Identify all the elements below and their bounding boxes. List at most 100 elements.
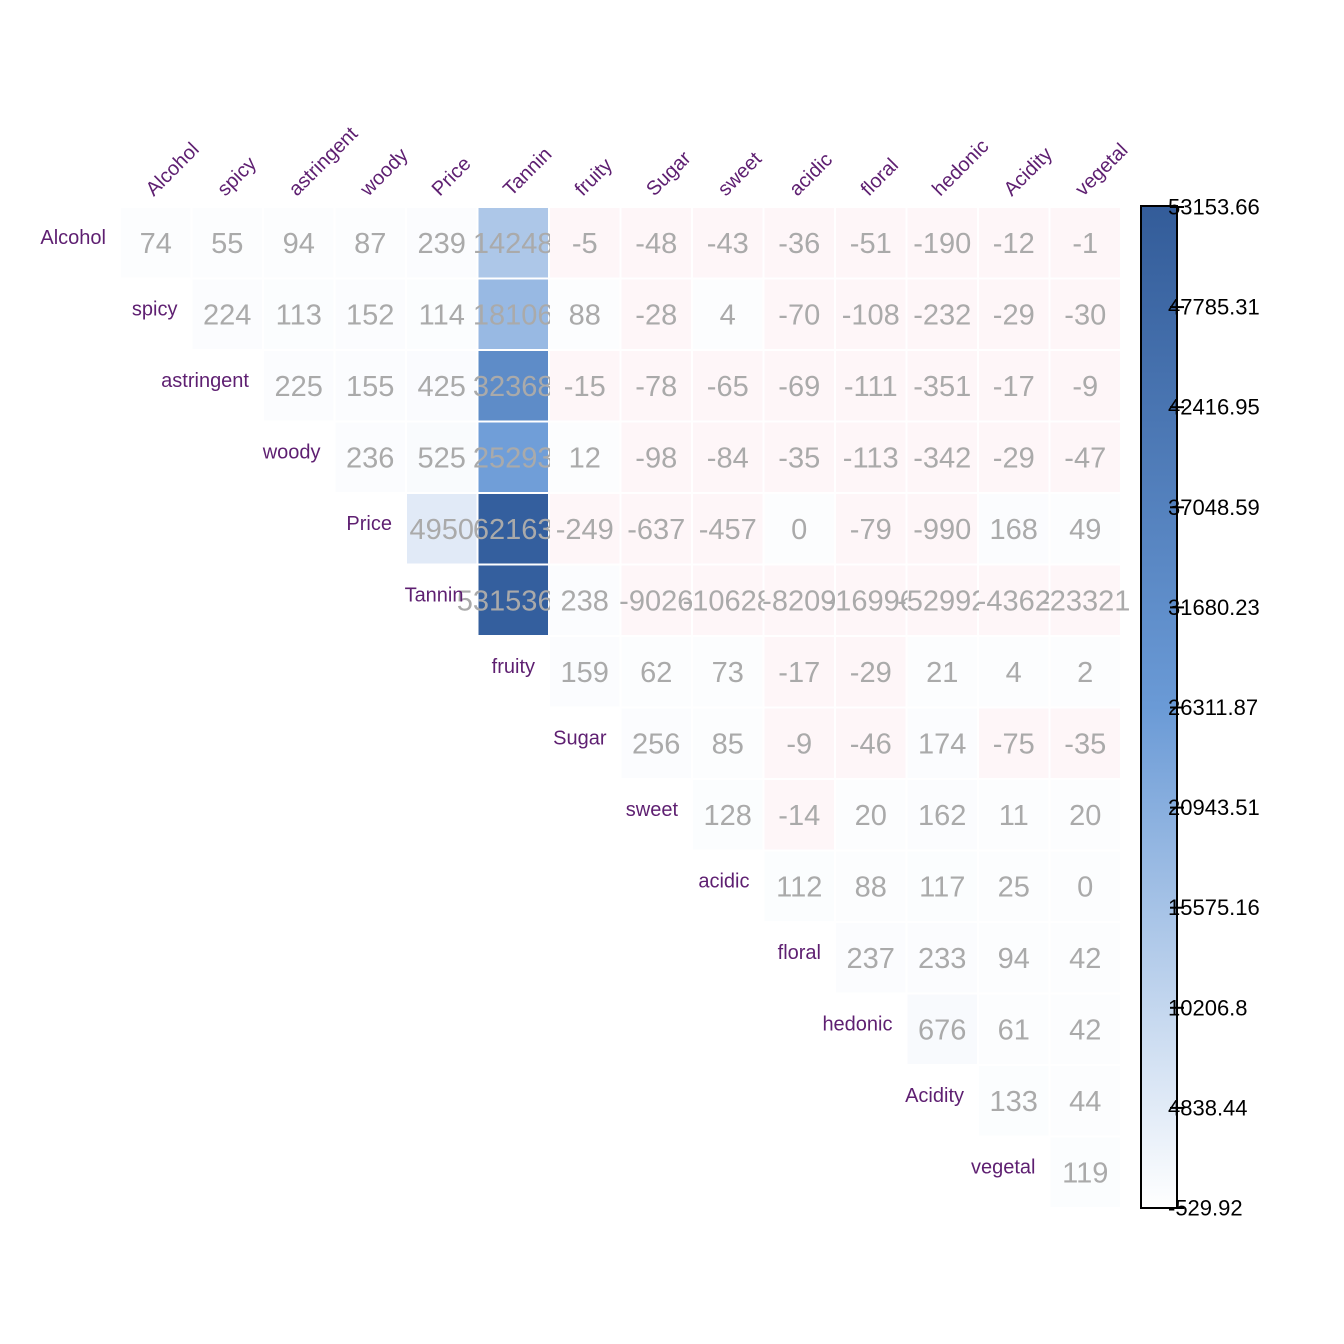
heatmap-cell — [907, 565, 977, 635]
cell-value: 14248 — [473, 228, 554, 260]
heatmap-cell — [836, 851, 906, 921]
heatmap-cell — [1050, 994, 1120, 1064]
cell-value: -111 — [844, 371, 898, 403]
heatmap-cell — [1050, 923, 1120, 993]
heatmap-cell — [407, 208, 477, 278]
cell-value: 676 — [918, 1014, 966, 1046]
heatmap-cell — [836, 637, 906, 707]
row-labels: Alcohol spicy astringent woody Price Tannin fr… — [40, 227, 1035, 1179]
cell-value: 25293 — [473, 442, 554, 474]
cell-value: -43 — [707, 228, 749, 260]
cell-value: 0 — [791, 514, 807, 546]
cell-value: 237 — [847, 943, 895, 975]
cell-value: 159 — [561, 657, 609, 689]
heatmap-cell — [1050, 494, 1120, 564]
heatmap-cell — [979, 422, 1049, 492]
cell-value: 12 — [569, 442, 601, 474]
column-label: Price — [428, 153, 476, 201]
cell-value: 162 — [918, 800, 966, 832]
row-label: Alcohol — [40, 227, 106, 249]
heatmap-cell — [979, 565, 1049, 635]
cell-value: -637 — [627, 514, 685, 546]
row-label: vegetal — [971, 1156, 1036, 1178]
heatmap-cell — [836, 565, 906, 635]
cell-value: 2 — [1077, 657, 1093, 689]
heatmap-cell — [979, 994, 1049, 1064]
heatmap-cell — [693, 351, 763, 421]
heatmap-cell — [907, 923, 977, 993]
heatmap-cell — [693, 780, 763, 850]
cell-value: 42 — [1069, 943, 1101, 975]
cell-value: 18106 — [473, 299, 554, 331]
heatmap-cell — [335, 351, 405, 421]
heatmap-cell — [264, 279, 334, 349]
cell-value: 25 — [998, 871, 1030, 903]
cell-value: 113 — [276, 299, 322, 331]
cell-value: 168 — [990, 514, 1038, 546]
cell-value: -9 — [1072, 371, 1098, 403]
cell-value: -17 — [778, 657, 820, 689]
cell-value: 112 — [776, 871, 822, 903]
heatmap-cell — [407, 279, 477, 349]
cell-value: -36 — [778, 228, 820, 260]
heatmap-cell — [407, 494, 477, 564]
column-label: floral — [857, 154, 903, 200]
cell-value: -351 — [913, 371, 971, 403]
heatmap-cell — [907, 351, 977, 421]
heatmap-cell — [264, 351, 334, 421]
column-label: Acidity — [1000, 143, 1057, 200]
cell-value: -46 — [850, 728, 892, 760]
heatmap-cell — [621, 494, 691, 564]
cell-value: -190 — [913, 228, 971, 260]
cell-value: -79 — [850, 514, 892, 546]
heatmap-cell — [550, 494, 620, 564]
cell-value: -9 — [786, 728, 812, 760]
heatmap-cell — [478, 279, 548, 349]
cell-value: 155 — [346, 371, 394, 403]
heatmap-cell — [764, 279, 834, 349]
cell-value: 94 — [283, 228, 315, 260]
heatmap-cell — [478, 351, 548, 421]
heatmap-cell — [1050, 565, 1120, 635]
heatmap-cell — [836, 208, 906, 278]
cell-value: 20 — [1069, 800, 1101, 832]
cell-value: 128 — [704, 800, 752, 832]
cell-value: -4362 — [977, 585, 1051, 617]
cell-value: -990 — [913, 514, 971, 546]
column-label: woody — [356, 144, 413, 201]
cell-value: -457 — [699, 514, 757, 546]
row-label: sweet — [626, 799, 679, 821]
column-label: Tannin — [499, 143, 556, 200]
colorbar-ticks: 53153.66 47785.31 42416.95 37048.59 31680.23… — [1168, 195, 1260, 1221]
cell-value: -48 — [635, 228, 677, 260]
cell-value: 4950 — [409, 514, 474, 546]
cell-value: 88 — [855, 871, 887, 903]
cell-value: 0 — [1077, 871, 1093, 903]
cell-value: -8209 — [762, 585, 836, 617]
heatmap-cell — [1050, 279, 1120, 349]
column-label: hedonic — [928, 135, 993, 200]
cell-value: -30 — [1064, 299, 1106, 331]
heatmap-cell — [907, 279, 977, 349]
heatmap-cell — [1050, 351, 1120, 421]
heatmap-cell — [836, 351, 906, 421]
heatmap-cell — [764, 351, 834, 421]
cell-value: -29 — [850, 657, 892, 689]
cell-value: -23321 — [1040, 585, 1130, 617]
cell-value: 4 — [1006, 657, 1022, 689]
cell-value: -28 — [635, 299, 677, 331]
heatmap-cell — [979, 851, 1049, 921]
cell-value: 4 — [720, 299, 736, 331]
cell-value: -69 — [778, 371, 820, 403]
heatmap-cell — [550, 565, 620, 635]
heatmap-cell — [264, 208, 334, 278]
heatmap-cell — [621, 565, 691, 635]
heatmap-cell — [764, 208, 834, 278]
cell-value: -342 — [913, 442, 971, 474]
heatmap-cell — [836, 923, 906, 993]
heatmap-cell — [764, 494, 834, 564]
heatmap-cell — [979, 780, 1049, 850]
cell-value: -113 — [843, 442, 899, 474]
cell-value: 20 — [855, 800, 887, 832]
